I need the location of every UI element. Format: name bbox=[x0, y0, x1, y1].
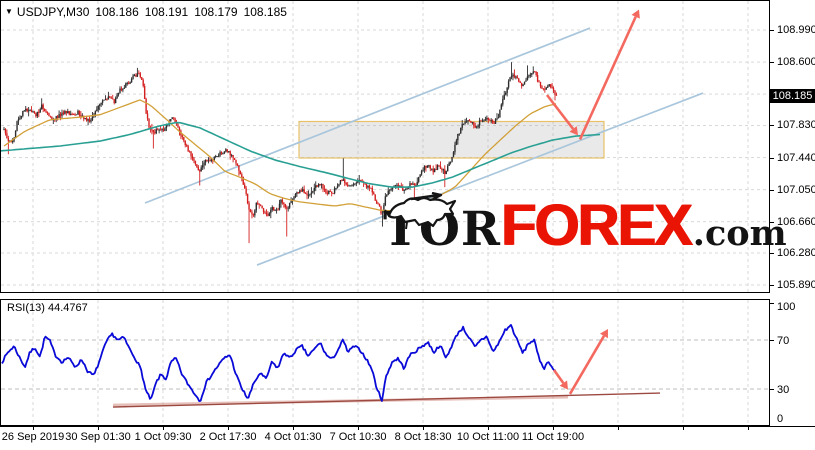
price-axis-label: 107.830 bbox=[777, 119, 815, 132]
quote-high: 108.191 bbox=[144, 5, 189, 19]
rsi-forecast-arrow-1 bbox=[552, 369, 568, 390]
axis-tick bbox=[770, 303, 774, 305]
price-axis[interactable]: 108.990 108.600 107.830 107.440 107.050 106.6… bbox=[770, 0, 815, 450]
price-axis-label: 105.890 bbox=[777, 279, 815, 292]
axis-tick bbox=[770, 189, 774, 191]
axis-tick bbox=[770, 62, 774, 64]
current-price-badge: 108.185 bbox=[770, 89, 815, 104]
time-axis-tick bbox=[683, 427, 684, 430]
axis-tick bbox=[770, 252, 774, 254]
time-axis-tick bbox=[358, 427, 359, 430]
quote-close: 108.185 bbox=[243, 5, 287, 19]
time-axis-tick bbox=[293, 427, 294, 430]
axis-tick bbox=[770, 389, 774, 390]
rsi-chart[interactable] bbox=[0, 299, 770, 426]
rsi-axis-label: 100 bbox=[777, 301, 796, 313]
time-axis-label: 30 Sep 01:30 bbox=[65, 431, 131, 443]
time-axis-tick bbox=[748, 427, 749, 430]
axis-tick bbox=[770, 340, 774, 342]
time-axis-tick bbox=[228, 427, 229, 430]
candles-layer bbox=[3, 62, 558, 244]
chart-header: ▼ USDJPY,M30 108.186 108.191 108.179 108.185 bbox=[5, 5, 287, 19]
ma-fast-line bbox=[3, 99, 557, 212]
price-axis-label: 106.660 bbox=[777, 215, 815, 228]
time-axis-label: 4 Oct 01:30 bbox=[264, 431, 322, 443]
rsi-forecast-arrow-2 bbox=[568, 329, 608, 395]
price-axis-label: 106.280 bbox=[777, 246, 815, 259]
main-chart-pane: TOR FOREX .com ▼ USDJPY,M30 108.186 108.191… bbox=[0, 0, 787, 293]
price-axis-label: 108.600 bbox=[777, 56, 815, 69]
time-axis-label: 2 Oct 17:30 bbox=[199, 431, 257, 443]
trend-channel bbox=[144, 27, 704, 266]
forecast-arrow-1 bbox=[545, 94, 578, 136]
candlestick-chart[interactable] bbox=[0, 0, 770, 293]
ma-slow-line bbox=[0, 121, 601, 188]
rsi-axis-label: 0 bbox=[777, 413, 784, 425]
axis-tick bbox=[770, 221, 774, 223]
time-axis-label: 10 Oct 11:00 bbox=[456, 431, 520, 443]
main-pane-border bbox=[0, 0, 770, 293]
forecast-arrow-2 bbox=[578, 9, 640, 140]
axis-tick bbox=[770, 125, 774, 127]
symbol-period-label: USDJPY,M30 bbox=[16, 5, 90, 19]
time-axis[interactable]: 26 Sep 2019 30 Sep 01:30 1 Oct 09:30 2 Oct … bbox=[0, 426, 815, 450]
rsi-pane-border bbox=[0, 299, 770, 426]
rsi-axis-label: 30 bbox=[777, 384, 790, 396]
time-axis-tick bbox=[423, 427, 424, 430]
time-axis-label: 7 Oct 10:30 bbox=[329, 431, 387, 443]
rsi-trendline bbox=[112, 392, 661, 408]
time-axis-label: 1 Oct 09:30 bbox=[134, 431, 192, 443]
quote-open: 108.186 bbox=[95, 5, 139, 19]
time-axis-tick bbox=[488, 427, 489, 430]
rsi-indicator-label: RSI(13) 44.4767 bbox=[7, 302, 88, 314]
price-axis-label: 107.440 bbox=[777, 151, 815, 164]
price-axis-label: 107.050 bbox=[777, 183, 815, 196]
time-axis-label: 26 Sep 2019 bbox=[1, 431, 65, 443]
quote-low: 108.179 bbox=[194, 5, 238, 19]
axis-tick bbox=[770, 157, 774, 159]
rsi-line bbox=[1, 323, 556, 402]
rsi-pane: RSI(13) 44.4767 bbox=[0, 299, 770, 426]
dropdown-arrow-icon[interactable]: ▼ bbox=[5, 7, 13, 16]
rsi-axis-label: 70 bbox=[777, 335, 790, 348]
time-axis-tick bbox=[163, 427, 164, 430]
time-axis-tick bbox=[618, 427, 619, 430]
axis-tick bbox=[770, 30, 774, 32]
time-axis-tick bbox=[33, 427, 34, 430]
time-axis-label: 8 Oct 18:30 bbox=[394, 431, 452, 443]
rsi-gridlines bbox=[1, 300, 769, 425]
price-axis-label: 108.990 bbox=[777, 24, 815, 37]
time-axis-tick bbox=[553, 427, 554, 430]
time-axis-tick bbox=[98, 427, 99, 430]
time-axis-label: 11 Oct 19:00 bbox=[521, 431, 585, 443]
axis-tick bbox=[770, 285, 774, 287]
